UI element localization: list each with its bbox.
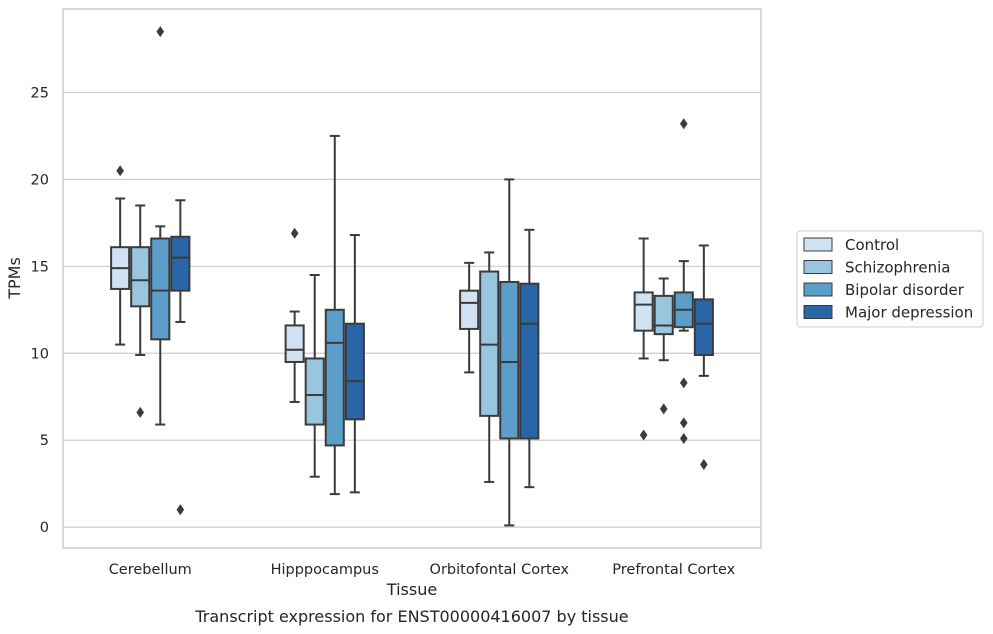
outlier-point: [290, 227, 299, 239]
legend: Control Schizophrenia Bipolar disorder Majo…: [796, 230, 984, 328]
x-tick-label: Orbitofontal Cortex: [430, 562, 570, 578]
outlier-point: [639, 429, 648, 441]
box: [653, 294, 674, 336]
chart-caption: Transcript expression for ENST0000041600…: [194, 607, 628, 626]
box: [344, 322, 365, 421]
plot-frame: [62, 8, 762, 549]
box-group: [170, 199, 191, 516]
y-tick-label: 20: [31, 172, 49, 188]
box: [693, 298, 714, 357]
y-tick-label: 25: [31, 85, 49, 101]
legend-swatch: [803, 305, 833, 319]
outlier-point: [679, 118, 688, 130]
box-group: [519, 228, 540, 489]
x-tick-label: Hipppocampus: [271, 562, 379, 578]
y-tick-label: 10: [31, 346, 49, 362]
legend-label: Bipolar disorder: [845, 281, 965, 299]
box: [284, 324, 305, 363]
box: [304, 357, 325, 426]
box-group: [130, 204, 151, 418]
x-tick-labels: Cerebellum Hipppocampus Orbitofontal Corte…: [109, 562, 736, 578]
legend-swatch: [803, 237, 833, 252]
outlier-point: [136, 406, 145, 418]
legend-frame: [796, 230, 984, 328]
y-tick-label: 5: [40, 433, 49, 449]
box-group: [304, 274, 325, 478]
box-group: [344, 234, 365, 494]
box: [150, 237, 171, 341]
box-group: [499, 178, 520, 527]
outlier-point: [679, 432, 688, 444]
box-group: [479, 251, 500, 483]
box: [633, 291, 654, 332]
y-axis-label: TPMs: [5, 257, 24, 300]
legend-swatch: [803, 282, 833, 297]
legend-swatch: [803, 260, 833, 274]
box-group: [324, 134, 345, 496]
outlier-point: [679, 417, 688, 429]
outlier-point: [679, 377, 688, 389]
box: [130, 246, 151, 308]
legend-label: Control: [845, 236, 899, 254]
legend-label: Schizophrenia: [845, 259, 950, 277]
outlier-point: [176, 504, 185, 516]
x-tick-label: Cerebellum: [109, 562, 192, 578]
box-group: [459, 261, 480, 374]
box-group: [150, 26, 171, 426]
legend-label: Major depression: [845, 304, 973, 322]
outlier-point: [156, 26, 165, 38]
box-group: [110, 165, 131, 346]
box-group: [693, 244, 714, 471]
box: [459, 289, 480, 330]
box: [170, 235, 191, 292]
box-group: [633, 237, 654, 441]
box: [519, 282, 540, 440]
y-tick-label: 0: [40, 520, 49, 536]
outlier-point: [700, 459, 708, 471]
x-axis-label: Tissue: [386, 580, 437, 599]
outlier-point: [116, 165, 124, 177]
y-tick-label: 15: [31, 259, 49, 275]
box-group: [653, 277, 674, 415]
box-group: [673, 118, 694, 444]
y-tick-labels: 0 5 10 15 20 25: [31, 85, 49, 536]
box: [499, 280, 520, 440]
x-tick-label: Prefrontal Cortex: [612, 562, 735, 578]
box-group: [284, 227, 305, 403]
box: [324, 308, 345, 447]
outlier-point: [659, 403, 668, 415]
plot-boxes: [110, 26, 714, 527]
